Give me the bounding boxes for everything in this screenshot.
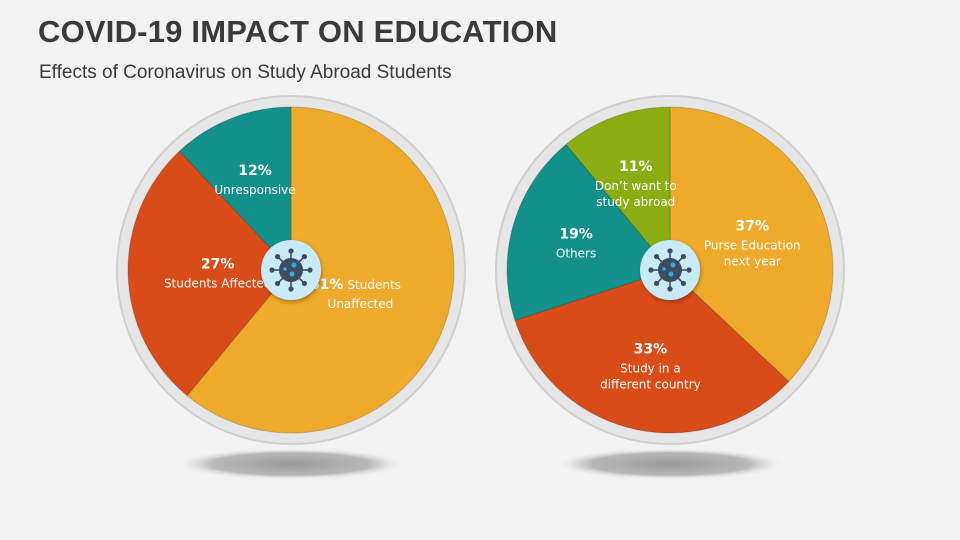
slice-percent: 19% <box>559 227 593 243</box>
slice-percent: 33% <box>634 341 668 357</box>
page-subtitle: Effects of Coronavirus on Study Abroad S… <box>39 62 452 83</box>
slice-percent: 11% <box>619 159 653 175</box>
virus-spike-tip <box>288 286 294 292</box>
slice-category: Purse Education <box>704 238 801 252</box>
pie-shadow <box>555 448 785 480</box>
slice-category: next year <box>724 254 781 268</box>
slice-category: Don’t want to <box>595 179 677 193</box>
slice-category: Students Affected <box>164 276 271 290</box>
pie-slice <box>565 106 671 272</box>
virus-spike-tip <box>686 267 692 273</box>
slice-category: different country <box>600 377 701 391</box>
virus-dot <box>670 262 676 268</box>
pie-slice <box>506 143 671 322</box>
virus-dot <box>668 271 674 277</box>
virus-spike-tip <box>274 253 281 260</box>
virus-dot <box>291 262 297 268</box>
virus-dot <box>289 271 295 277</box>
virus-spike-tip <box>274 280 281 287</box>
slice-label: 33% Study in a different country <box>600 341 701 391</box>
virus-dot <box>662 267 666 271</box>
slice-category: Study in a <box>620 361 681 375</box>
slice-percent: 12% <box>238 163 272 179</box>
virus-icon <box>640 240 700 300</box>
virus-spike-tip <box>680 280 687 287</box>
slice-label: 37% Purse Education next year <box>704 218 801 268</box>
slice-label: 27% Students Affected <box>164 256 271 290</box>
virus-spike-tip <box>667 248 673 254</box>
pie-slice <box>514 269 790 434</box>
virus-spike-tip <box>301 253 308 260</box>
slice-label: 12% Unresponsive <box>214 163 295 197</box>
slice-category: Unresponsive <box>214 183 295 197</box>
virus-spike-tip <box>269 267 275 273</box>
slice-category: Students <box>347 278 401 292</box>
virus-icon <box>261 240 321 300</box>
slice-percent: 27% <box>201 256 235 272</box>
virus-dot <box>283 267 287 271</box>
virus-body <box>658 258 682 282</box>
virus-spike-tip <box>288 248 294 254</box>
pie-chart-2: 37% Purse Education next year 33% Study in a… <box>495 95 845 480</box>
virus-spike-tip <box>301 280 308 287</box>
virus-spike-tip <box>307 267 313 273</box>
slice-label: 19% Others <box>556 227 596 261</box>
slice-category: Others <box>556 247 596 261</box>
virus-spike-tip <box>667 286 673 292</box>
slice-label: 11% Don’t want to study abroad <box>595 159 677 209</box>
slice-category: study abroad <box>596 195 675 209</box>
virus-body <box>279 258 303 282</box>
virus-spike-tip <box>653 280 660 287</box>
pie-slice <box>669 106 834 383</box>
slice-percent: 37% <box>736 218 770 234</box>
virus-spike-tip <box>653 253 660 260</box>
pie-slice <box>178 106 292 272</box>
pie-slice <box>127 150 292 397</box>
slice-category: Unaffected <box>328 297 394 311</box>
virus-spike-tip <box>680 253 687 260</box>
pie-shadow <box>176 448 406 480</box>
virus-spike-tip <box>648 267 654 273</box>
page-title: COVID-19 IMPACT ON EDUCATION <box>38 14 558 49</box>
slice-label: 61% Students Unaffected <box>310 277 401 311</box>
